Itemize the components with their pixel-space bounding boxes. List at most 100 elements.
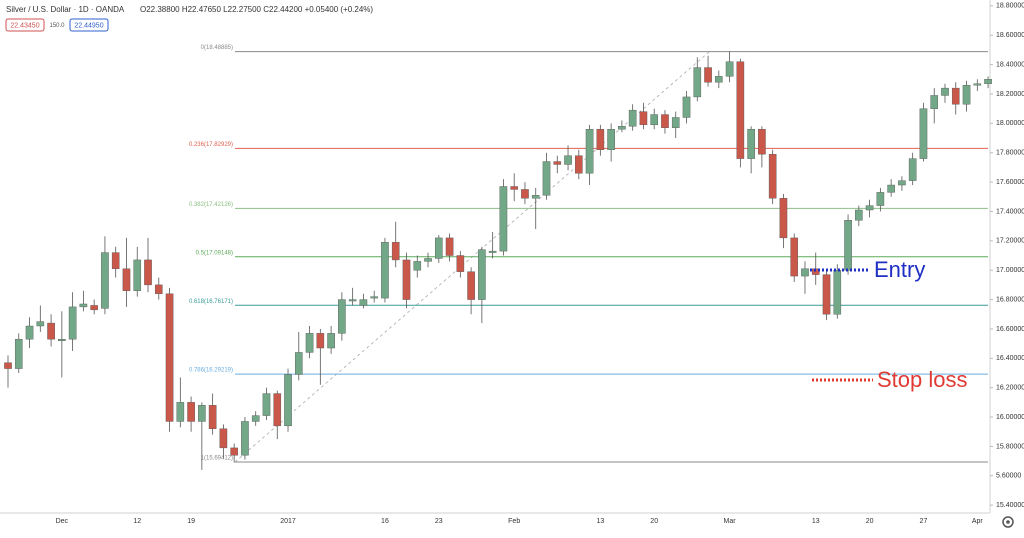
- candle-body: [348, 299, 357, 302]
- candle-body: [467, 271, 475, 300]
- y-tick-label: 5.60000: [996, 473, 1021, 480]
- candle-body: [639, 111, 648, 126]
- fib-level-label: 1(15.69412): [201, 456, 233, 462]
- candle-body: [747, 129, 755, 159]
- y-tick-label: 17.20000: [996, 238, 1024, 245]
- candle-body: [693, 67, 702, 98]
- x-tick-label: Mar: [724, 518, 737, 525]
- candle-body: [833, 270, 842, 315]
- buy-box[interactable]: [69, 18, 109, 32]
- ohlc-values: O22.38800 H22.47650 L22.27500 C22.44200 …: [140, 5, 373, 14]
- candle-body: [58, 339, 66, 341]
- y-tick-label: 15.40000: [996, 502, 1024, 509]
- y-tick-label: 17.40000: [996, 208, 1024, 215]
- candle-body: [542, 161, 551, 196]
- y-tick-label: 17.60000: [996, 179, 1024, 186]
- entry-label: Entry: [874, 257, 925, 282]
- x-tick-label: Apr: [972, 518, 984, 525]
- y-tick-label: 16.80000: [996, 296, 1024, 303]
- candle-body: [294, 352, 303, 375]
- candle-body: [230, 447, 238, 456]
- candle-body: [187, 402, 195, 422]
- symbol-title: Silver / U.S. Dollar · 1D · OANDA: [6, 5, 125, 14]
- candle-body: [424, 258, 432, 262]
- candle-body: [456, 255, 465, 272]
- fib-level-label: 0.236(17.82929): [189, 142, 233, 148]
- candle-body: [715, 76, 723, 83]
- x-tick-label: 16: [381, 518, 389, 525]
- candle-body: [14, 339, 23, 369]
- candle-body: [908, 158, 917, 181]
- y-tick-label: 18.60000: [996, 32, 1024, 39]
- candle-body: [338, 299, 346, 334]
- candle-body: [154, 284, 163, 294]
- settings-icon[interactable]: [1002, 516, 1014, 528]
- candle-body: [941, 87, 949, 96]
- y-tick-label: 18.20000: [996, 91, 1024, 98]
- y-tick-label: 15.80000: [996, 443, 1024, 450]
- x-tick-label: 27: [920, 518, 928, 525]
- gear[interactable]: [1002, 516, 1014, 528]
- x-tick-label: 23: [435, 518, 443, 525]
- candle-body: [628, 109, 637, 127]
- candle-body: [801, 268, 809, 277]
- candle-body: [251, 415, 260, 422]
- candle-body: [531, 195, 540, 199]
- candle-body: [682, 96, 691, 118]
- x-tick-label: 2017: [280, 518, 296, 525]
- candle-body: [521, 189, 529, 199]
- candle-body: [101, 252, 109, 309]
- candle-body: [575, 155, 583, 174]
- candle-body: [618, 126, 626, 130]
- candle-body: [951, 87, 960, 105]
- candle-body: [898, 180, 906, 186]
- candle-body: [90, 305, 98, 311]
- candle-body: [478, 249, 486, 300]
- candle-body: [671, 117, 680, 128]
- y-tick-label: 16.00000: [996, 414, 1024, 421]
- y-tick-label: 18.40000: [996, 61, 1024, 68]
- candle-body: [779, 198, 788, 239]
- candle-body: [25, 325, 34, 340]
- candle-body: [865, 205, 874, 211]
- y-tick-label: 16.40000: [996, 355, 1024, 362]
- candle-body: [381, 242, 389, 299]
- candle-body: [36, 321, 45, 327]
- x-tick-label: 12: [133, 518, 141, 525]
- candle-body: [327, 333, 335, 349]
- x-tick-label: 13: [812, 518, 820, 525]
- candle-body: [370, 296, 378, 299]
- spread: 150.0: [49, 23, 65, 29]
- x-tick-label: Dec: [56, 518, 69, 525]
- x-tick-label: 19: [187, 518, 195, 525]
- stop-loss-label: Stop loss: [877, 367, 968, 392]
- fib-level-label: 0.618(16.76171): [189, 299, 233, 305]
- x-tick-label: 20: [866, 518, 874, 525]
- candle-body: [488, 250, 497, 253]
- candle-body: [650, 114, 658, 126]
- sell-price: 22.43450: [10, 22, 39, 29]
- candle-body: [391, 242, 400, 261]
- candle-body: [984, 79, 992, 84]
- candle-body: [316, 333, 325, 349]
- candle-body: [704, 67, 712, 83]
- candle-body: [47, 322, 55, 340]
- candle-body: [596, 129, 605, 150]
- candle-body: [855, 209, 863, 221]
- fib-level-label: 0.382(17.42126): [189, 202, 233, 208]
- candle-body: [413, 261, 422, 271]
- plot-area: 15.40000 5.60000 15.80000 16.00000 16.20000 1…: [4, 3, 1024, 525]
- sell-box[interactable]: [5, 18, 45, 32]
- candle-body: [262, 393, 271, 416]
- candle-body: [68, 306, 77, 340]
- candle-body: [768, 153, 777, 199]
- candle-body: [435, 237, 443, 259]
- x-tick-label: 13: [596, 518, 604, 525]
- candle-body: [284, 374, 292, 427]
- candle-body: [607, 129, 615, 150]
- candle-body: [111, 252, 120, 269]
- x-tick-label: 20: [650, 518, 658, 525]
- candle-body: [876, 192, 885, 206]
- candle-body: [919, 108, 928, 159]
- fib-level-label: 0.786(16.29219): [189, 368, 233, 374]
